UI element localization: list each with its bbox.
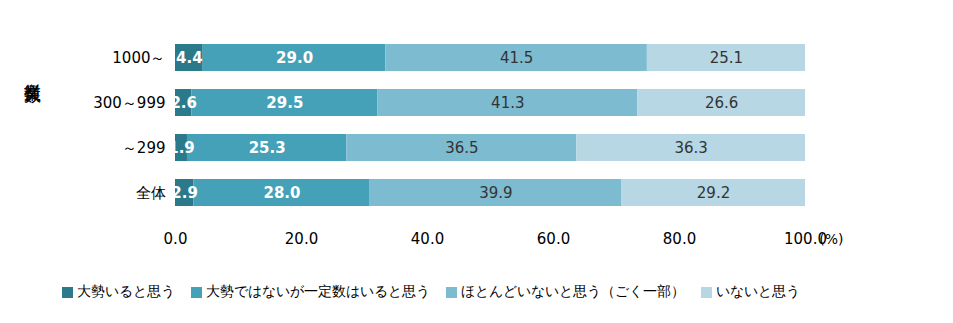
html-text:大勢ではないが一定数はいると思う: 大勢ではないが一定数はいると思う: [206, 283, 430, 299]
svg-text:36.5: 36.5: [445, 139, 478, 157]
svg-text:300～999: 300～999: [93, 94, 165, 112]
svg-text:28.0: 28.0: [263, 184, 300, 202]
svg-text:～299: ～299: [122, 139, 166, 157]
svg-text:25.1: 25.1: [710, 49, 743, 67]
svg-text:0.0: 0.0: [164, 230, 188, 248]
svg-text:80.0: 80.0: [663, 230, 696, 248]
svg-text:29.0: 29.0: [276, 49, 313, 67]
svg-text:36.3: 36.3: [674, 139, 707, 157]
html-text:いないと思う: いないと思う: [716, 283, 800, 299]
html-text:大勢いると思う: 大勢いると思う: [77, 283, 175, 299]
svg-text:100.0: 100.0: [784, 230, 827, 249]
svg-text:2.9: 2.9: [171, 184, 198, 202]
svg-text:4.4: 4.4: [176, 49, 203, 67]
svg-text:25.3: 25.3: [249, 139, 286, 157]
svg-text:26.6: 26.6: [705, 94, 738, 112]
svg-text:60.0: 60.0: [537, 230, 570, 248]
svg-text:20.0: 20.0: [285, 230, 318, 248]
html-text:ほとんどいないと思う（ごく一部）: ほとんどいないと思う（ごく一部）: [461, 283, 685, 299]
svg-text:1000～: 1000～: [112, 49, 165, 67]
svg-text:1.9: 1.9: [168, 139, 195, 157]
svg-text:(%): (%): [819, 231, 843, 247]
svg-text:39.9: 39.9: [479, 184, 512, 202]
svg-text:40.0: 40.0: [411, 230, 444, 248]
svg-text:29.5: 29.5: [266, 94, 303, 112]
svg-text:全体: 全体: [136, 184, 166, 202]
svg-text:41.3: 41.3: [491, 94, 524, 112]
svg-text:2.6: 2.6: [170, 94, 197, 112]
svg-text:41.5: 41.5: [500, 49, 533, 67]
svg-text:29.2: 29.2: [697, 184, 730, 202]
html-text:従業員数: 従業員数: [23, 70, 43, 74]
